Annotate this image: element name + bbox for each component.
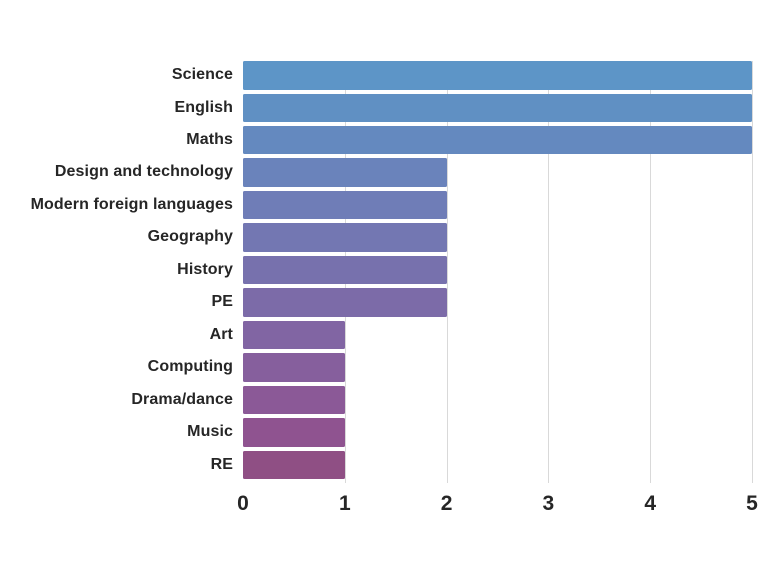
- bar-row: [243, 158, 447, 187]
- bar-row: [243, 320, 345, 350]
- x-tick-label: 2: [440, 492, 453, 515]
- bar-row: [243, 385, 345, 415]
- category-label: Modern foreign languages: [30, 195, 233, 213]
- x-tick-label: 4: [644, 492, 657, 515]
- bar-row: [243, 418, 345, 447]
- gridline-x-3: [548, 61, 549, 483]
- bar-row: [243, 223, 447, 252]
- x-tick-label: 5: [746, 492, 758, 515]
- bar-row: [243, 125, 752, 155]
- bar-row: [243, 61, 752, 90]
- plot-area: [243, 61, 753, 483]
- bar-row: [243, 450, 345, 479]
- category-labels: Science English Maths Design and technology…: [0, 61, 233, 483]
- category-label: Drama/dance: [131, 390, 233, 408]
- category-label: Music: [187, 423, 233, 441]
- bar-row: [243, 255, 447, 285]
- bar-row: [243, 93, 752, 122]
- category-label: Design and technology: [54, 163, 233, 181]
- x-tick-label: 1: [338, 492, 351, 515]
- bar-row: [243, 190, 447, 220]
- gridline-x-2: [447, 61, 448, 483]
- x-axis: 0 1 2 3 4 5: [237, 490, 758, 518]
- category-label: Computing: [147, 358, 233, 376]
- category-label: Geography: [147, 228, 233, 246]
- gridline-x-5: [752, 61, 753, 483]
- category-label: RE: [210, 455, 233, 473]
- category-label: Science: [171, 66, 233, 83]
- category-label: PE: [211, 293, 233, 311]
- bar-row: [243, 353, 345, 382]
- category-label: English: [174, 98, 233, 116]
- bar-row: [243, 288, 447, 317]
- category-label: History: [177, 260, 233, 278]
- x-tick-label: 3: [542, 492, 555, 515]
- x-tick-label: 0: [237, 492, 249, 515]
- category-label: Maths: [186, 130, 233, 148]
- gridline-x-4: [650, 61, 651, 483]
- category-label: Art: [209, 325, 233, 343]
